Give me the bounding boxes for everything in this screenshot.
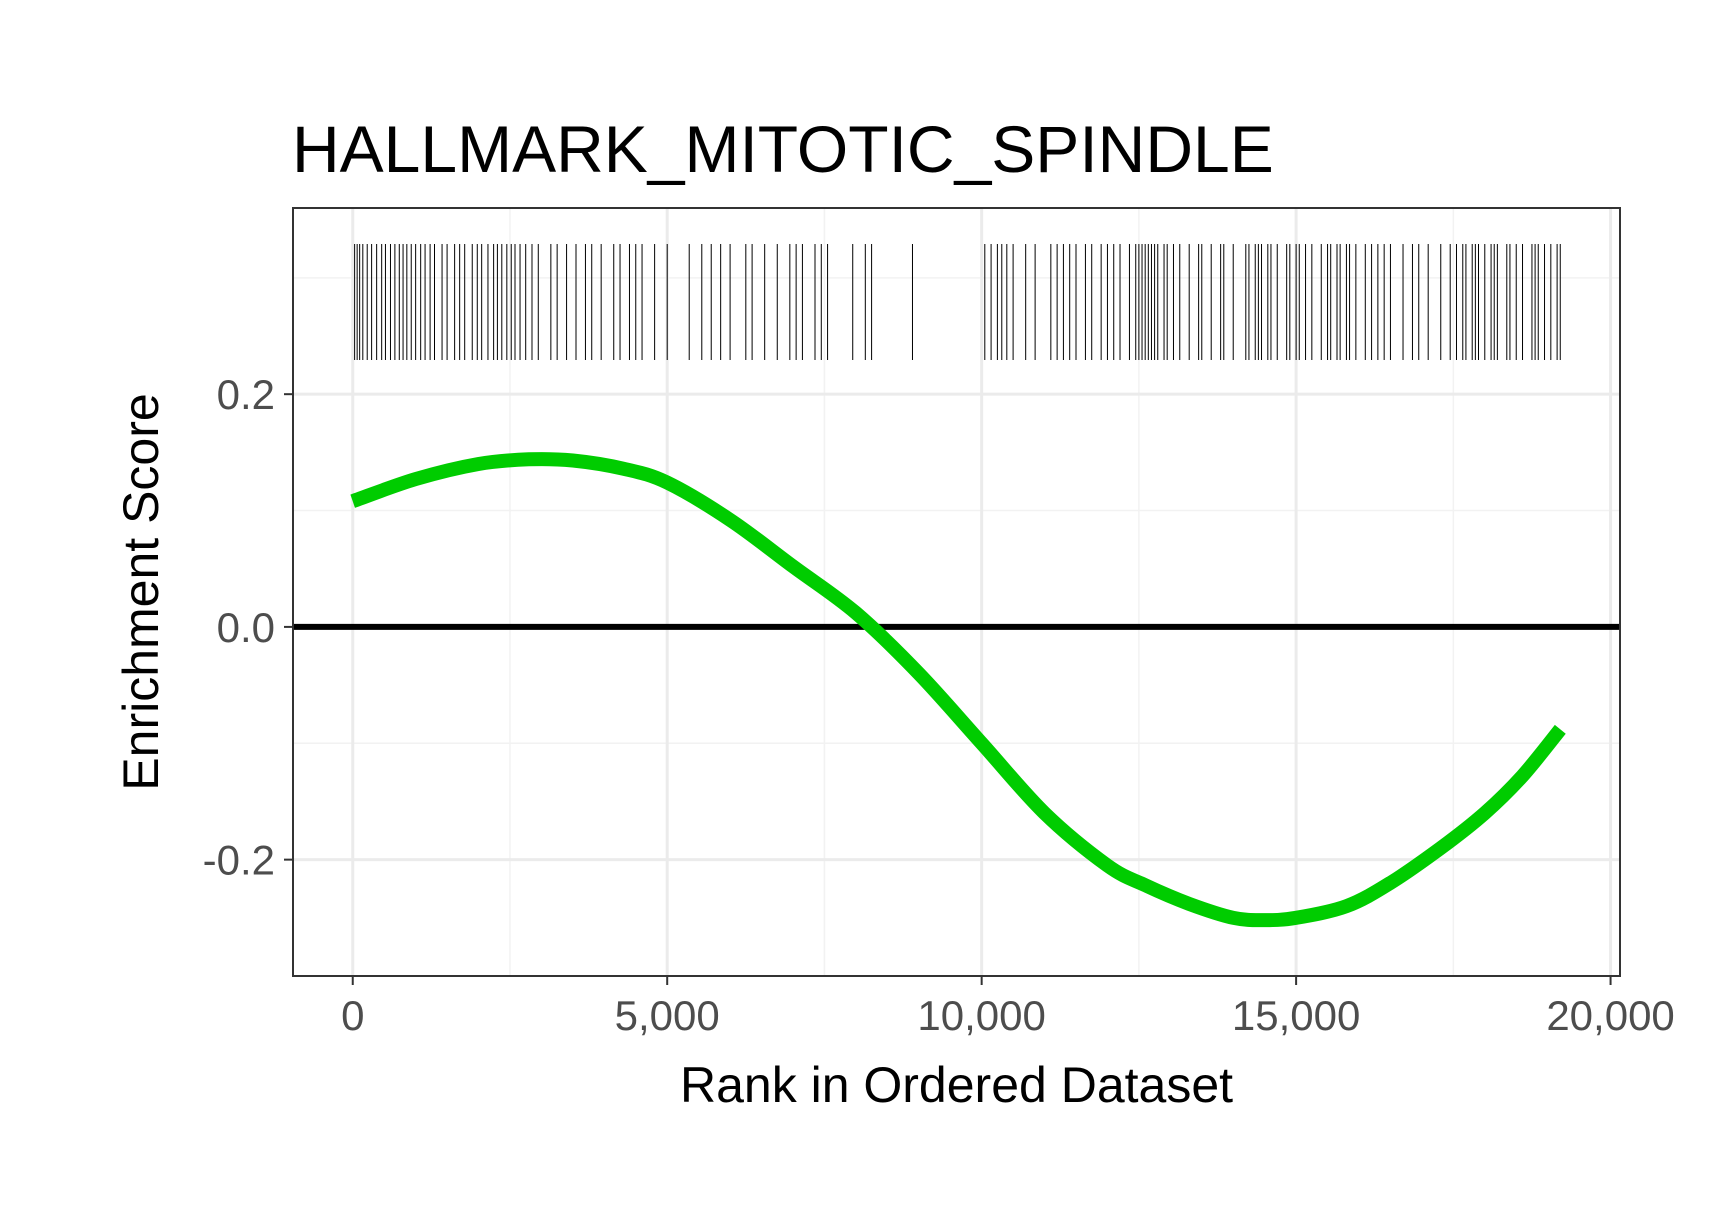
- x-axis: 0 5,000 10,000 15,000 20,000: [341, 976, 1675, 1039]
- x-tick-label: 15,000: [1232, 992, 1360, 1039]
- gene-hit-ticks: [354, 244, 1561, 360]
- x-tick-label: 10,000: [917, 992, 1045, 1039]
- x-tick-label: 5,000: [615, 992, 720, 1039]
- panel-background: [293, 208, 1620, 976]
- x-tick-label: 20,000: [1546, 992, 1674, 1039]
- y-tick-label: -0.2: [203, 837, 275, 884]
- plot-panel: [292, 207, 1621, 977]
- y-tick-label: 0.0: [217, 604, 275, 651]
- y-axis: -0.2 0.0 0.2: [203, 371, 293, 884]
- y-axis-label: Enrichment Score: [113, 393, 169, 790]
- series-layer: [350, 452, 1566, 928]
- grid-minor: [293, 208, 1620, 976]
- grid-major: [293, 208, 1620, 976]
- y-tick-label: 0.2: [217, 371, 275, 418]
- x-axis-label: Rank in Ordered Dataset: [680, 1057, 1233, 1113]
- enrichment-score-line: [350, 452, 1566, 928]
- panel-border: [292, 207, 1621, 977]
- x-tick-label: 0: [341, 992, 364, 1039]
- chart-title: HALLMARK_MITOTIC_SPINDLE: [292, 112, 1274, 186]
